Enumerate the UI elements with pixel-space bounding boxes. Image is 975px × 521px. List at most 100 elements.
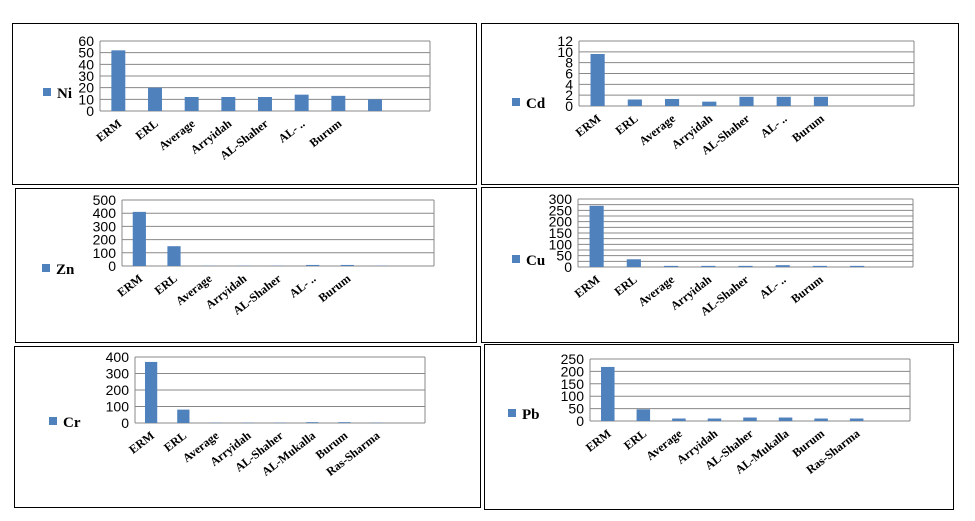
legend-swatch xyxy=(43,88,51,96)
y-tick-label: 30 xyxy=(78,68,94,84)
y-tick-label: 100 xyxy=(561,388,585,404)
y-tick-label: 200 xyxy=(561,363,585,379)
y-tick-label: 20 xyxy=(78,80,94,96)
legend-label: Ni xyxy=(57,86,72,102)
y-tick-label: 100 xyxy=(106,399,130,415)
bar xyxy=(701,265,716,267)
x-tick-label: ERL xyxy=(613,111,641,137)
bar xyxy=(636,409,651,421)
x-tick-label: Burum xyxy=(788,272,826,306)
y-tick-label: 200 xyxy=(549,214,573,230)
x-tick-label: ERM xyxy=(93,116,124,144)
bar xyxy=(813,96,829,106)
y-tick-label: 100 xyxy=(549,236,573,252)
y-tick-label: 6 xyxy=(565,66,573,82)
x-tick-label: Burum xyxy=(789,111,827,145)
x-tick-label: ERM xyxy=(126,428,157,456)
bar xyxy=(167,246,181,266)
legend-swatch xyxy=(508,409,516,417)
y-tick-label: 10 xyxy=(78,91,94,107)
bar xyxy=(340,264,354,266)
y-tick-label: 250 xyxy=(549,202,573,218)
bar xyxy=(144,361,158,423)
bar xyxy=(184,97,199,111)
bar xyxy=(306,422,319,423)
bar xyxy=(738,265,753,267)
legend-label: Cd xyxy=(526,96,546,112)
bar xyxy=(626,259,641,267)
bar xyxy=(812,265,828,267)
legend-swatch xyxy=(512,255,520,263)
y-tick-label: 150 xyxy=(561,376,585,392)
bar xyxy=(849,418,864,421)
y-tick-label: 8 xyxy=(565,55,573,71)
y-tick-label: 0 xyxy=(121,415,129,431)
y-tick-label: 0 xyxy=(108,258,116,274)
y-tick-label: 200 xyxy=(106,382,130,398)
x-tick-label: AL- .. xyxy=(287,271,319,300)
bar xyxy=(306,264,320,266)
chart-panel-cd: 0 2 4 6 8 10 12 ERM ERL Average Arryidah AL-Shaher A… xyxy=(481,23,959,185)
legend-swatch xyxy=(512,98,520,106)
bar xyxy=(601,366,615,421)
y-tick-label: 2 xyxy=(565,87,573,103)
y-tick-label: 4 xyxy=(565,76,573,92)
y-tick-label: 0 xyxy=(576,413,584,429)
chart-panel-pb: 0 50 100 150 200 250 ERM ERL Average Arryidah AL-S… xyxy=(484,344,954,510)
y-tick-label: 300 xyxy=(93,218,117,234)
legend-label: Cr xyxy=(63,415,81,431)
bar xyxy=(111,50,126,111)
y-tick-label: 100 xyxy=(93,245,117,261)
bar xyxy=(778,417,793,421)
bar xyxy=(148,87,162,111)
y-tick-label: 500 xyxy=(93,192,117,208)
legend-swatch xyxy=(49,417,57,425)
y-tick-label: 300 xyxy=(549,191,573,207)
bar xyxy=(743,417,757,421)
x-tick-label: ERM xyxy=(573,111,604,139)
bar xyxy=(294,94,309,111)
x-tick-label: ERL xyxy=(152,271,180,297)
legend-label: Zn xyxy=(56,262,75,278)
bar xyxy=(702,101,717,106)
y-tick-label: 50 xyxy=(78,45,94,61)
bar xyxy=(589,205,604,267)
bar xyxy=(707,418,722,421)
x-tick-label: AL- .. xyxy=(758,111,790,140)
bar xyxy=(776,96,791,106)
bar xyxy=(775,265,790,267)
legend-label: Pb xyxy=(522,407,540,423)
x-tick-label: ERM xyxy=(114,271,145,299)
bar xyxy=(627,99,642,106)
x-tick-label: Burum xyxy=(316,271,354,305)
y-tick-label: 150 xyxy=(549,225,573,241)
bar xyxy=(338,422,351,423)
y-tick-label: 400 xyxy=(93,205,117,221)
bar xyxy=(850,265,865,267)
chart-panel-cr: 0 100 200 300 400 ERM ERL Average Arryidah AL-Sha… xyxy=(14,346,481,508)
bar xyxy=(221,97,236,111)
x-tick-label: ERL xyxy=(133,116,161,142)
y-tick-label: 50 xyxy=(568,401,584,417)
y-tick-label: 10 xyxy=(557,44,573,60)
bar xyxy=(664,98,680,106)
chart-panel-cu: 0 50 100 150 200 250 300 ERM ERL Average Arryidah A… xyxy=(481,187,959,343)
bar xyxy=(132,211,146,266)
bar xyxy=(814,418,828,421)
y-tick-label: 200 xyxy=(93,232,117,248)
y-tick-label: 50 xyxy=(556,248,572,264)
legend-label: Cu xyxy=(526,253,545,269)
y-tick-label: 300 xyxy=(106,366,130,382)
y-tick-label: 0 xyxy=(565,98,573,114)
chart-panel-ni: 0 10 20 30 40 50 60 ERM ERL Average Arryidah AL-Sha… xyxy=(12,23,477,185)
x-tick-label: ERL xyxy=(621,426,649,452)
x-tick-label: ERM xyxy=(572,272,603,300)
y-tick-label: 60 xyxy=(78,33,94,49)
legend-swatch xyxy=(42,264,50,272)
x-tick-label: ERM xyxy=(583,426,614,454)
bar xyxy=(663,265,679,267)
